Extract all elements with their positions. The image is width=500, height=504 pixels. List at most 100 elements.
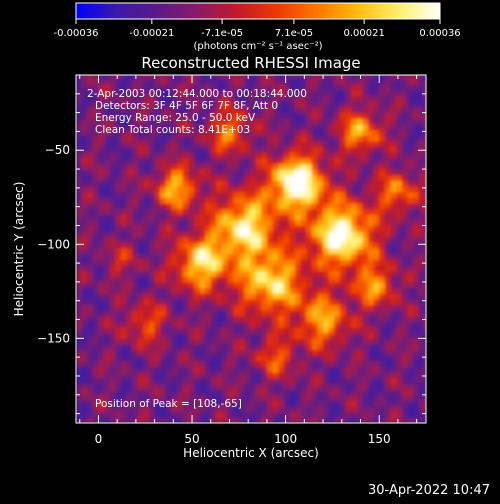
heatmap-cell: [244, 112, 251, 119]
heatmap-cell: [188, 157, 195, 165]
heatmap-cell: [126, 259, 133, 266]
heatmap-cell: [390, 259, 397, 266]
heatmap-cell: [351, 264, 358, 272]
heatmap-cell: [334, 338, 341, 345]
heatmap-cell: [199, 191, 206, 198]
heatmap-cell: [351, 315, 358, 323]
heatmap-cell: [362, 327, 369, 334]
heatmap-cell: [272, 281, 279, 289]
heatmap-cell: [294, 332, 302, 339]
heatmap-cell: [311, 163, 319, 170]
heatmap-cell: [171, 332, 178, 339]
heatmap-cell: [384, 276, 392, 283]
heatmap-cell: [238, 394, 246, 402]
heatmap-cell: [171, 417, 178, 423]
heatmap-cell: [407, 253, 414, 260]
heatmap-cell: [289, 146, 296, 153]
heatmap-cell: [339, 208, 347, 215]
heatmap-cell: [182, 372, 189, 379]
heatmap-cell: [188, 242, 195, 249]
heatmap-cell: [98, 406, 105, 413]
heatmap-cell: [373, 293, 380, 300]
heatmap-cell: [143, 157, 150, 165]
heatmap-cell: [132, 219, 139, 227]
heatmap-cell: [137, 383, 144, 390]
heatmap-cell: [244, 157, 251, 165]
heatmap-cell: [143, 411, 150, 418]
heatmap-cell: [272, 259, 279, 266]
heatmap-cell: [233, 180, 240, 187]
heatmap-cell: [272, 129, 279, 136]
heatmap-cell: [76, 315, 83, 323]
heatmap-cell: [148, 293, 156, 300]
heatmap-cell: [266, 360, 274, 368]
heatmap-cell: [104, 304, 111, 311]
heatmap-cell: [351, 140, 358, 148]
heatmap-cell: [311, 287, 319, 294]
heatmap-cell: [221, 293, 229, 300]
heatmap-cell: [311, 208, 319, 215]
heatmap-cell: [412, 293, 420, 300]
heatmap-cell: [87, 349, 94, 356]
heatmap-cell: [227, 208, 234, 215]
heatmap-cell: [210, 140, 217, 148]
heatmap-cell: [148, 338, 156, 345]
heatmap-cell: [115, 327, 122, 334]
heatmap-cell: [109, 315, 116, 323]
heatmap-cell: [311, 219, 319, 227]
heatmap-cell: [165, 231, 173, 238]
heatmap-cell: [188, 343, 195, 351]
heatmap-cell: [205, 242, 212, 249]
heatmap-cell: [148, 332, 156, 339]
heatmap-cell: [367, 84, 375, 91]
heatmap-cell: [148, 304, 156, 311]
heatmap-cell: [384, 146, 392, 153]
heatmap-cell: [390, 75, 397, 80]
heatmap-cell: [418, 400, 425, 407]
heatmap-cell: [120, 242, 128, 249]
heatmap-cell: [373, 208, 380, 215]
heatmap-cell: [373, 191, 380, 198]
heatmap-cell: [115, 95, 122, 102]
heatmap-cell: [250, 135, 257, 142]
heatmap-cell: [233, 236, 240, 244]
heatmap-cell: [356, 343, 363, 351]
heatmap-cell: [317, 321, 324, 328]
heatmap-cell: [328, 236, 335, 244]
heatmap-cell: [283, 259, 290, 266]
heatmap-cell: [115, 389, 122, 396]
heatmap-cell: [216, 389, 223, 396]
heatmap-cell: [143, 372, 150, 379]
heatmap-cell: [238, 248, 246, 255]
heatmap-cell: [92, 129, 100, 136]
heatmap-cell: [115, 332, 122, 339]
heatmap-cell: [412, 400, 420, 407]
heatmap-cell: [137, 366, 144, 373]
heatmap-cell: [205, 191, 212, 198]
heatmap-cell: [233, 366, 240, 373]
heatmap-cell: [311, 95, 319, 102]
heatmap-cell: [334, 377, 341, 385]
heatmap-cell: [283, 400, 290, 407]
heatmap-cell: [345, 129, 352, 136]
heatmap-cell: [283, 214, 290, 221]
heatmap-cell: [306, 406, 313, 413]
heatmap-cell: [205, 417, 212, 423]
heatmap-cell: [345, 135, 352, 142]
heatmap-cell: [154, 152, 161, 159]
heatmap-cell: [278, 84, 285, 91]
heatmap-cell: [351, 202, 358, 210]
heatmap-cell: [216, 372, 223, 379]
heatmap-cell: [160, 112, 167, 119]
heatmap-cell: [216, 118, 223, 125]
heatmap-cell: [98, 95, 105, 102]
heatmap-cell: [407, 84, 414, 91]
heatmap-cell: [306, 338, 313, 345]
heatmap-cell: [98, 394, 105, 402]
heatmap-cell: [160, 180, 167, 187]
heatmap-cell: [177, 197, 184, 204]
heatmap-cell: [126, 236, 133, 244]
heatmap-cell: [362, 75, 369, 80]
heatmap-cell: [87, 106, 94, 114]
heatmap-cell: [278, 281, 285, 289]
